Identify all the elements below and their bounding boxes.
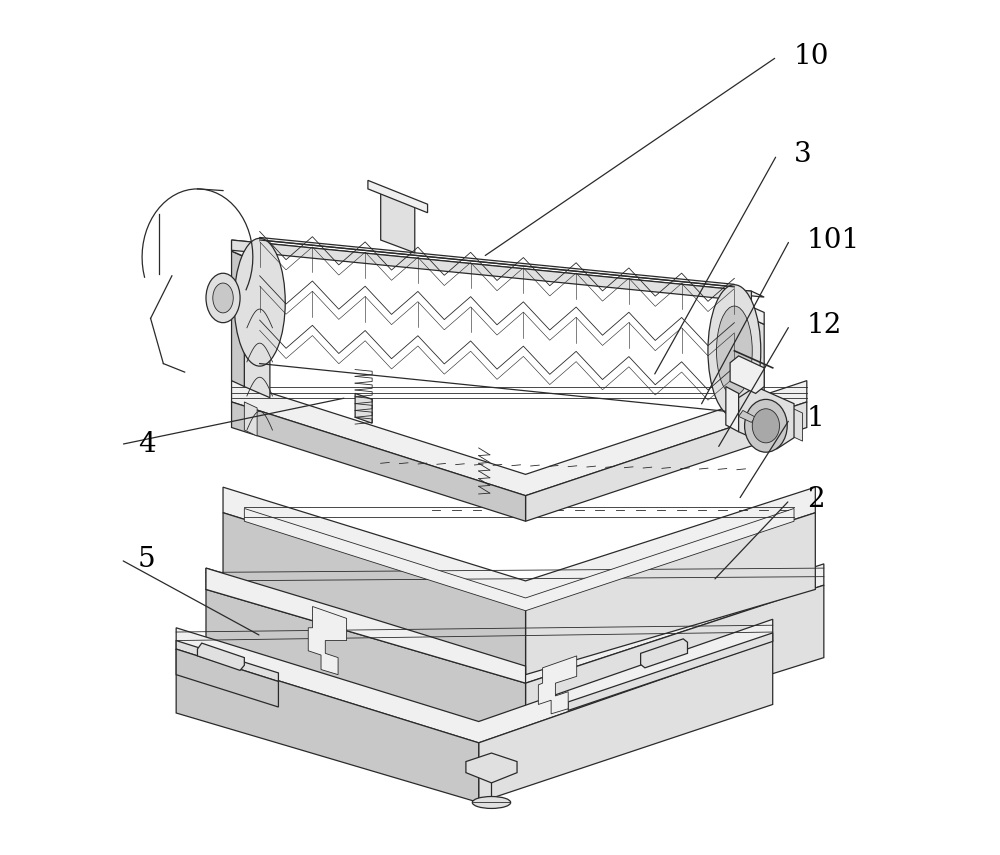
Ellipse shape: [708, 285, 761, 417]
Ellipse shape: [752, 409, 780, 443]
Polygon shape: [244, 402, 257, 436]
Polygon shape: [232, 241, 270, 268]
Text: 2: 2: [807, 486, 824, 514]
Polygon shape: [355, 393, 372, 423]
Polygon shape: [726, 296, 764, 324]
Polygon shape: [739, 386, 794, 449]
Polygon shape: [730, 356, 764, 393]
Polygon shape: [479, 640, 773, 803]
Polygon shape: [176, 619, 773, 743]
Polygon shape: [244, 509, 794, 610]
Polygon shape: [206, 568, 526, 683]
Polygon shape: [308, 606, 347, 675]
Polygon shape: [466, 753, 517, 783]
Polygon shape: [197, 643, 244, 670]
Polygon shape: [568, 633, 773, 711]
Polygon shape: [526, 585, 824, 752]
Text: 4: 4: [138, 431, 155, 458]
Ellipse shape: [213, 283, 233, 313]
Polygon shape: [176, 649, 479, 803]
Ellipse shape: [716, 306, 752, 396]
Polygon shape: [232, 240, 764, 297]
Polygon shape: [641, 639, 687, 668]
Polygon shape: [232, 402, 526, 522]
Polygon shape: [206, 589, 526, 752]
Text: 10: 10: [794, 44, 830, 70]
Polygon shape: [244, 257, 270, 398]
Text: 101: 101: [807, 227, 860, 254]
Text: 5: 5: [138, 546, 155, 573]
Polygon shape: [726, 386, 739, 432]
Polygon shape: [739, 410, 756, 422]
Polygon shape: [232, 251, 244, 386]
Ellipse shape: [234, 239, 285, 366]
Polygon shape: [538, 656, 577, 714]
Text: 12: 12: [807, 312, 842, 339]
Polygon shape: [232, 380, 807, 496]
Text: 1: 1: [807, 405, 825, 433]
Polygon shape: [223, 513, 526, 675]
Text: 3: 3: [794, 141, 812, 168]
Polygon shape: [176, 649, 278, 707]
Polygon shape: [232, 240, 751, 301]
Polygon shape: [368, 180, 428, 213]
Polygon shape: [739, 312, 764, 421]
Polygon shape: [223, 487, 815, 606]
Ellipse shape: [745, 399, 787, 452]
Ellipse shape: [206, 274, 240, 322]
Polygon shape: [381, 193, 415, 253]
Polygon shape: [526, 402, 807, 522]
Polygon shape: [726, 307, 739, 410]
Polygon shape: [526, 513, 815, 675]
Polygon shape: [260, 238, 734, 287]
Ellipse shape: [472, 797, 511, 809]
Polygon shape: [206, 563, 824, 683]
Polygon shape: [790, 407, 803, 441]
Polygon shape: [176, 640, 278, 681]
